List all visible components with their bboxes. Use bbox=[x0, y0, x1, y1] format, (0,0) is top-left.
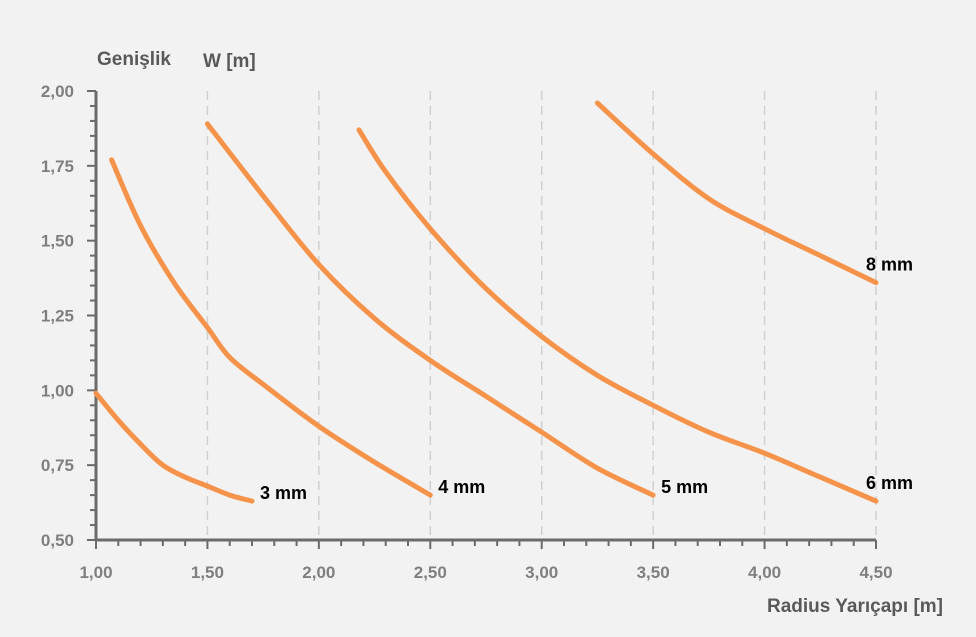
x-tick-label: 1,00 bbox=[79, 563, 112, 582]
y-tick-label: 1,50 bbox=[41, 232, 74, 251]
series-lines bbox=[93, 100, 879, 504]
series-line-3 bbox=[356, 127, 879, 504]
x-axis-label: Radius Yarıçapı [m] bbox=[767, 596, 943, 617]
x-tick-label: 2,50 bbox=[414, 563, 447, 582]
x-tick-label: 2,00 bbox=[302, 563, 335, 582]
series-labels: 3 mm 4 mm 5 mm 6 mm 8 mm bbox=[260, 255, 913, 504]
tick-labels: 1,00 1,50 2,00 2,50 3,00 3,50 4,00 4,50 0,50 0,75… bbox=[41, 82, 893, 582]
y-axis-label: Genişlik bbox=[97, 49, 171, 70]
y-tick-label: 1,00 bbox=[41, 381, 74, 400]
y-tick-label: 1,75 bbox=[41, 157, 74, 176]
series-label-0: 3 mm bbox=[260, 483, 307, 503]
y-tick-label: 1,25 bbox=[41, 307, 74, 326]
y-tick-label: 2,00 bbox=[41, 82, 74, 101]
gridlines bbox=[206, 91, 877, 540]
y-tick-label: 0,75 bbox=[41, 456, 74, 475]
x-tick-label: 3,50 bbox=[637, 563, 670, 582]
series-line-2 bbox=[204, 121, 656, 498]
y-axis-unit-label: W [m] bbox=[203, 51, 256, 72]
y-tick-label: 0,50 bbox=[41, 531, 74, 550]
series-label-2: 5 mm bbox=[661, 477, 708, 497]
series-line-0 bbox=[93, 390, 255, 504]
x-tick-label: 4,50 bbox=[859, 563, 892, 582]
x-tick-label: 1,50 bbox=[191, 563, 224, 582]
series-label-1: 4 mm bbox=[438, 477, 485, 497]
x-tick-label: 4,00 bbox=[748, 563, 781, 582]
series-line-1 bbox=[109, 157, 433, 498]
series-line-4 bbox=[594, 100, 879, 286]
series-label-3: 6 mm bbox=[866, 473, 913, 493]
x-tick-label: 3,00 bbox=[525, 563, 558, 582]
series-label-4: 8 mm bbox=[866, 255, 913, 275]
axes bbox=[87, 90, 877, 549]
